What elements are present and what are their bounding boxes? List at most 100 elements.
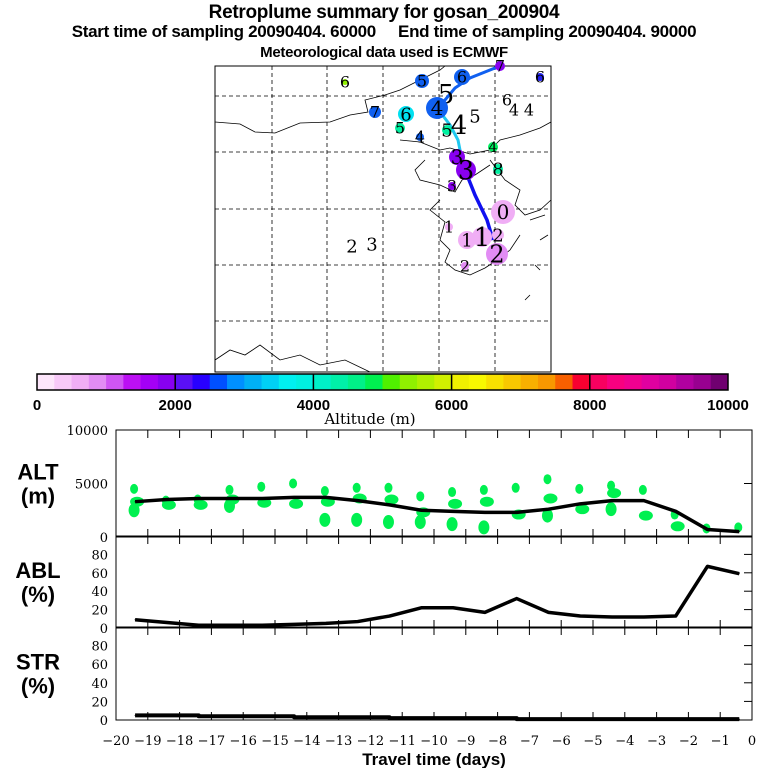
altitude-cluster-point [384,494,399,505]
x-tick-label: −3 [647,734,666,749]
data-point-abl [261,624,263,626]
series-line-str [135,713,740,722]
y-tick-label: 0 [100,622,108,637]
data-point-alt [166,499,168,501]
colorbar-swatch [572,374,591,390]
colorbar-swatch [555,374,574,390]
panel-frame-str [115,626,753,721]
plume-marker-label: 1 [474,223,491,253]
x-tick-label: −11 [388,734,415,749]
plume-marker [493,164,503,174]
data-point-alt [611,500,613,502]
plume-marker-label: 5 [417,72,427,91]
x-tick-label: −8 [488,734,507,749]
chart-title: Retroplume summary for gosan_200904 [208,2,560,23]
plume-marker-label: 6 [340,73,350,92]
plume-marker [486,243,508,265]
colorbar-swatch [676,374,694,390]
data-point-abl [198,624,200,626]
colorbar-swatch [399,374,418,390]
data-point-str [388,717,390,719]
plume-marker-label: 4 [524,101,534,120]
trajectory-path [463,169,495,241]
colorbar-swatch [278,374,297,390]
data-point-alt [325,496,327,498]
data-point-str [452,717,454,719]
x-tick-label: −6 [552,734,571,749]
plume-marker [461,262,469,270]
plume-marker-label: 6 [535,68,545,87]
altitude-cluster-point [541,508,553,523]
data-point-str [579,718,581,720]
plume-marker-label: 5 [441,120,452,141]
colorbar-tick-label: 2000 [159,397,192,414]
altitude-cluster-point [670,521,685,532]
data-point-abl [325,622,327,624]
coastline [214,344,371,373]
altitude-cluster-point [416,491,425,502]
met-data-label: Meteorological data used is ECMWF [260,44,508,61]
altitude-cluster-point [478,520,490,535]
plume-marker-label: 2 [489,240,504,268]
colorbar-swatch [468,374,487,390]
data-point-str [325,716,327,718]
plume-marker [415,74,429,88]
colorbar-swatch [658,374,677,390]
altitude-cluster-point [479,496,494,507]
altitude-cluster-point [319,512,331,527]
colorbar-swatch [106,374,124,390]
data-point-abl [357,621,359,623]
x-tick-label: −17 [198,734,225,749]
colorbar-axis-label: Altitude (m) [323,410,415,428]
panel-ylabel-unit: (%) [21,582,55,607]
data-point-abl [293,623,295,625]
x-tick-label: −16 [229,734,256,749]
data-point-abl [675,615,677,617]
data-point-alt [229,497,231,499]
data-point-str [261,715,263,717]
colorbar-swatch [417,374,435,390]
data-point-alt [579,503,581,505]
colorbar-swatch [175,374,193,390]
data-point-alt [706,529,708,531]
altitude-cluster-point [257,481,266,492]
plume-marker-label: 7 [370,103,380,122]
altitude-cluster-point [448,487,457,498]
colorbar-swatch [486,374,504,390]
colorbar-swatch [503,374,522,390]
panel-ylabel-str: STR [16,650,60,675]
plume-marker-label: 3 [458,156,475,186]
x-tick-label: −9 [456,734,475,749]
data-point-str [134,714,136,716]
data-point-alt [643,500,645,502]
data-point-alt [675,510,677,512]
altitude-cluster-point [352,482,361,493]
plume-marker [398,106,414,122]
x-tick-label: −2 [679,734,698,749]
data-point-alt [547,508,549,510]
altitude-cluster-point [384,482,393,493]
plume-marker [445,223,453,231]
x-tick-label: −18 [166,734,193,749]
altitude-cluster-point [225,484,234,495]
colorbar-swatch [192,374,211,390]
plume-marker [458,231,476,249]
x-tick-label: −13 [325,734,352,749]
plume-marker [488,142,498,152]
altitude-cluster-point [543,493,558,504]
altitude-cluster-point [161,499,176,510]
y-tick-label: 20 [91,695,108,710]
plume-marker [456,160,476,180]
x-tick-label: −20 [102,734,129,749]
colorbar-swatch [140,374,159,390]
plume-marker-label: 3 [447,177,457,196]
altitude-cluster-point [607,480,616,491]
plume-marker [442,125,452,135]
plume-marker [495,61,505,71]
altitude-cluster-point [607,488,622,499]
coastline [399,121,552,155]
y-tick-label: 10000 [67,424,108,439]
colorbar-swatch [296,374,314,390]
plume-marker-label: 5 [469,106,480,127]
y-tick-label: 80 [91,548,108,563]
